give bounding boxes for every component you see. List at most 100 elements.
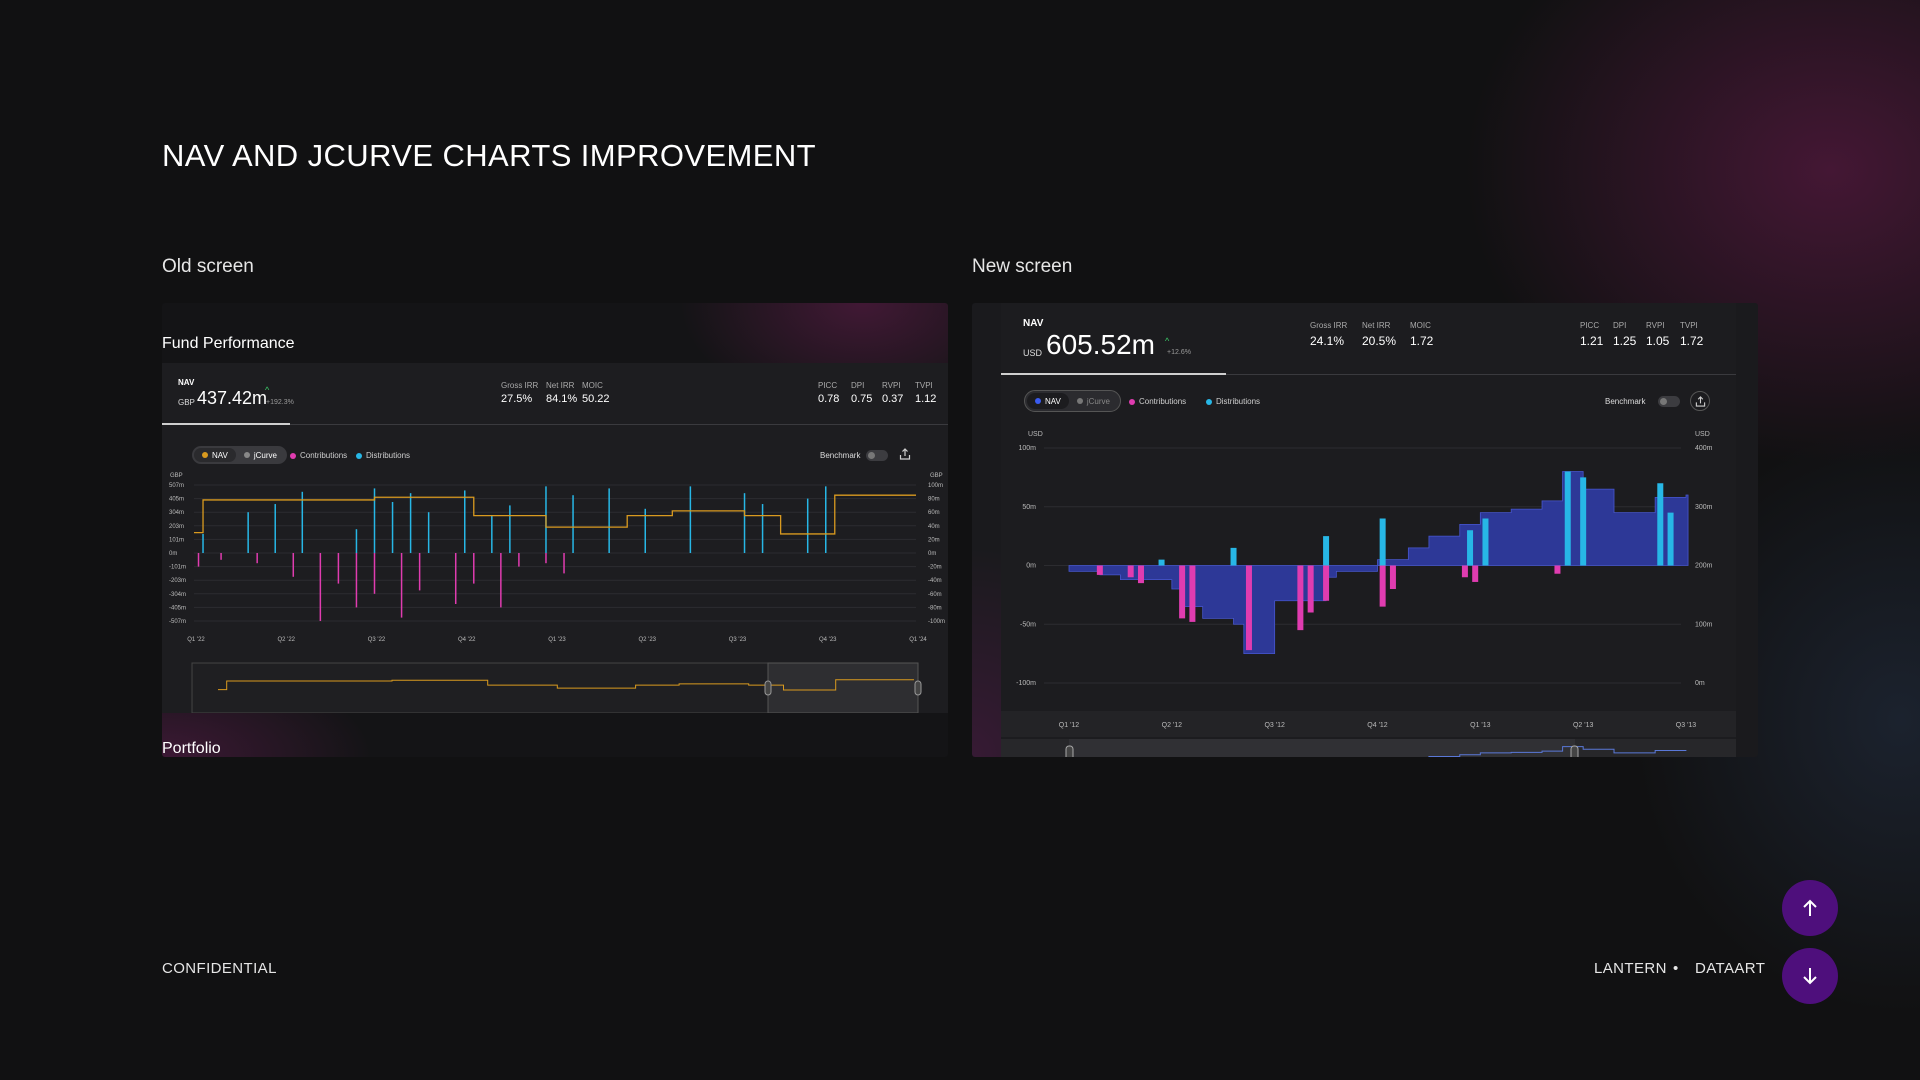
y-tick-label-left: -100m bbox=[1016, 680, 1036, 687]
distribution-bar bbox=[1158, 559, 1165, 566]
stat-label: MOIC bbox=[1410, 321, 1431, 330]
stat-value: 20.5% bbox=[1362, 334, 1397, 348]
stat-value: 27.5% bbox=[501, 393, 533, 405]
new-nav-chart: USD USD 100m 400m 50m 300m 0m 200m -50m 100m -100m… bbox=[1001, 431, 1736, 757]
y-tick-label-left: 0m bbox=[169, 551, 177, 557]
trend-up-icon: ^ bbox=[265, 385, 270, 395]
distribution-bar bbox=[1580, 477, 1587, 566]
benchmark-toggle[interactable] bbox=[866, 450, 888, 461]
y-tick-label-right: -40m bbox=[928, 578, 942, 584]
x-tick-label: Q2 '23 bbox=[639, 637, 657, 643]
contribution-bar bbox=[1554, 565, 1561, 574]
x-tick-label: Q4 '22 bbox=[458, 637, 476, 643]
currency-label: GBP bbox=[178, 398, 195, 407]
x-axis-band bbox=[1001, 711, 1736, 737]
distributions-dot-icon bbox=[1206, 398, 1212, 405]
toggle-nav-label: NAV bbox=[1045, 396, 1061, 406]
old-nav-chart: GBP GBP 507m 100m 405m 80m 304m 60m 203m 40m 101m 2… bbox=[169, 473, 945, 713]
y-tick-label-right: 40m bbox=[928, 524, 940, 530]
range-selection bbox=[1069, 739, 1575, 757]
distributions-dot-icon bbox=[356, 452, 362, 459]
stat-value: 1.25 bbox=[1613, 334, 1637, 348]
stat-label: Gross IRR bbox=[501, 381, 539, 390]
distribution-bar bbox=[1657, 483, 1664, 566]
x-tick-label: Q4 '23 bbox=[819, 637, 837, 643]
scroll-up-button[interactable] bbox=[1782, 880, 1838, 936]
toggle-nav[interactable]: NAV bbox=[1027, 393, 1069, 409]
y-axis-unit-right: USD bbox=[1695, 431, 1710, 438]
toggle-jcurve-label: jCurve bbox=[253, 450, 277, 460]
x-tick-label: Q4 '12 bbox=[1367, 722, 1388, 729]
export-icon[interactable] bbox=[1690, 391, 1710, 411]
contribution-bar bbox=[1323, 565, 1330, 601]
brand-dataart: DATAART bbox=[1695, 960, 1766, 977]
toggle-jcurve-label: jCurve bbox=[1086, 396, 1110, 406]
stat-label: DPI bbox=[851, 381, 865, 390]
y-tick-label-right: -100m bbox=[928, 619, 945, 625]
y-tick-label-right: 100m bbox=[928, 483, 943, 489]
toggle-jcurve[interactable]: jCurve bbox=[1069, 393, 1118, 409]
y-axis-unit-left: GBP bbox=[170, 473, 183, 479]
y-tick-label-right: 60m bbox=[928, 510, 940, 516]
chart-mode-toggle[interactable]: NAV jCurve bbox=[192, 446, 287, 464]
y-tick-label-left: 0m bbox=[1026, 563, 1036, 570]
stat-label: PICC bbox=[1580, 321, 1600, 330]
arrow-down-icon bbox=[1803, 968, 1817, 985]
page-title: NAV AND JCURVE CHARTS IMPROVEMENT bbox=[162, 138, 816, 173]
range-handle-right bbox=[1570, 745, 1579, 757]
y-tick-label-left: 203m bbox=[169, 524, 184, 530]
legend-label: Distributions bbox=[1216, 397, 1261, 406]
legend-contributions[interactable]: Contributions bbox=[290, 451, 347, 460]
distribution-bar bbox=[1379, 518, 1386, 566]
x-tick-label: Q3 '13 bbox=[1676, 722, 1697, 729]
stat-label: MOIC bbox=[582, 381, 603, 390]
stat-value: 1.21 bbox=[1580, 334, 1604, 348]
x-tick-label: Q2 '22 bbox=[278, 637, 296, 643]
y-tick-label-right: 0m bbox=[928, 551, 936, 557]
toggle-jcurve[interactable]: jCurve bbox=[236, 448, 285, 462]
y-tick-label-left: -304m bbox=[169, 592, 186, 598]
stat-label: RVPI bbox=[1646, 321, 1665, 330]
y-tick-label-right: -80m bbox=[928, 605, 942, 611]
distribution-bar bbox=[1667, 512, 1674, 566]
stat-value: 1.12 bbox=[915, 393, 937, 405]
nav-label: NAV bbox=[178, 378, 195, 387]
stat-label: Gross IRR bbox=[1310, 321, 1348, 330]
stat-value: 0.37 bbox=[882, 393, 904, 405]
divider bbox=[162, 424, 948, 425]
nav-dot-icon bbox=[1035, 398, 1041, 404]
divider bbox=[1001, 374, 1736, 375]
scroll-down-button[interactable] bbox=[1782, 948, 1838, 1004]
stat-value: 1.72 bbox=[1680, 334, 1704, 348]
y-tick-label-left: 101m bbox=[169, 537, 184, 543]
contribution-bar bbox=[1179, 565, 1186, 619]
y-tick-label-left: -203m bbox=[169, 578, 186, 584]
toggle-nav[interactable]: NAV bbox=[194, 448, 236, 462]
confidential-label: CONFIDENTIAL bbox=[162, 960, 277, 977]
contribution-bar bbox=[1137, 565, 1144, 584]
y-tick-label-right: 200m bbox=[1695, 563, 1713, 570]
x-tick-label: Q1 '23 bbox=[548, 637, 566, 643]
y-tick-label-left: -50m bbox=[1020, 621, 1036, 628]
contribution-bar bbox=[1096, 565, 1103, 575]
x-tick-label: Q2 '12 bbox=[1162, 722, 1183, 729]
x-tick-label: Q1 '12 bbox=[1059, 722, 1080, 729]
benchmark-toggle[interactable] bbox=[1658, 396, 1680, 407]
contribution-bar bbox=[1472, 565, 1479, 582]
jcurve-dot-icon bbox=[243, 452, 250, 458]
stat-label: PICC bbox=[818, 381, 838, 390]
x-tick-label: Q3 '22 bbox=[368, 637, 386, 643]
benchmark-label: Benchmark bbox=[1605, 397, 1646, 406]
y-tick-label-right: -60m bbox=[928, 592, 942, 598]
y-tick-label-right: 80m bbox=[928, 497, 940, 503]
legend-distributions[interactable]: Distributions bbox=[356, 451, 410, 460]
stat-value: 1.05 bbox=[1646, 334, 1670, 348]
legend-label: Contributions bbox=[1139, 397, 1187, 406]
contributions-dot-icon bbox=[1129, 398, 1135, 405]
legend-distributions[interactable]: Distributions bbox=[1206, 397, 1260, 406]
legend-contributions[interactable]: Contributions bbox=[1129, 397, 1186, 406]
distribution-bar bbox=[1467, 530, 1474, 566]
export-icon[interactable] bbox=[898, 447, 912, 461]
stat-value: 84.1% bbox=[546, 393, 578, 405]
chart-mode-toggle[interactable]: NAV jCurve bbox=[1024, 390, 1121, 412]
